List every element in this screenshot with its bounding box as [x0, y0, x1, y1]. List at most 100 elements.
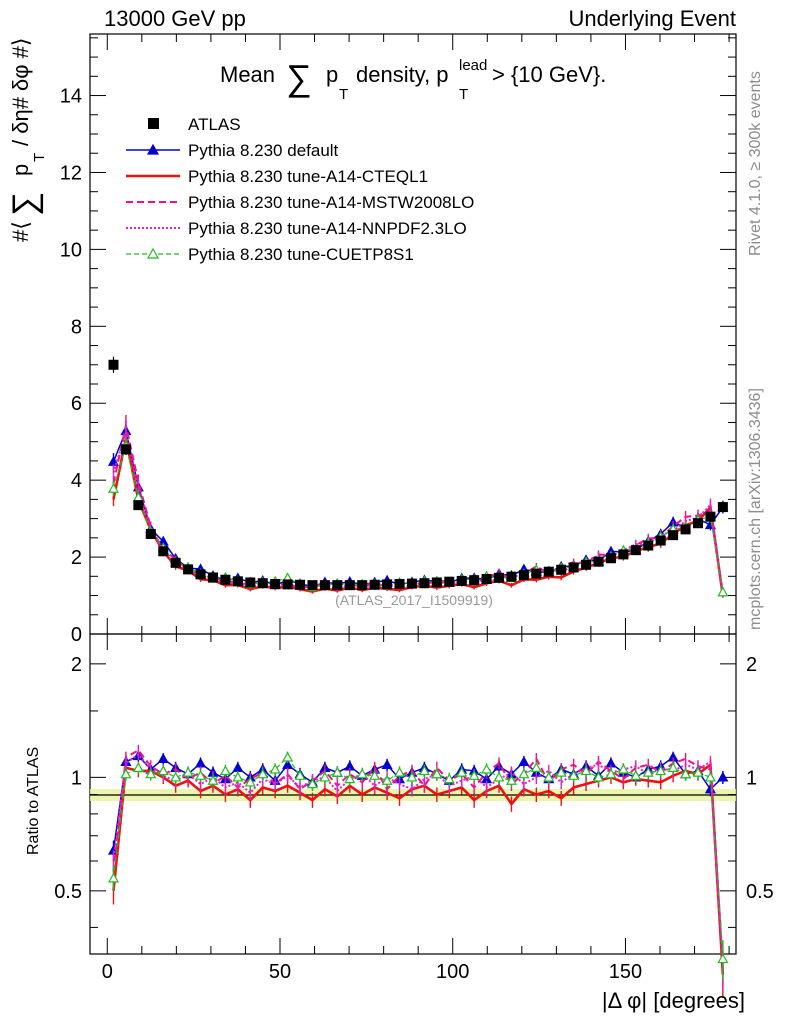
atlas-data-point	[494, 572, 505, 583]
ratio-data-point	[344, 773, 356, 784]
ratio-y-tick-label-right: 2	[746, 654, 757, 676]
atlas-data-point	[506, 571, 517, 582]
atlas-data-point	[630, 545, 641, 556]
title-sub-t: T	[339, 86, 348, 103]
ratio-data-point	[145, 768, 157, 779]
atlas-data-point	[406, 578, 417, 589]
ratio-data-point	[319, 771, 331, 782]
y-tick-label: 0	[71, 624, 82, 646]
ratio-data-point	[431, 768, 443, 779]
atlas-data-point	[207, 572, 218, 583]
legend-label: Pythia 8.230 tune-A14-CTEQL1	[188, 167, 428, 186]
ratio-data-point	[518, 768, 530, 779]
atlas-data-point	[108, 359, 119, 370]
legend-item: ATLAS	[148, 115, 241, 134]
atlas-data-point	[357, 580, 368, 591]
atlas-data-point	[469, 575, 480, 586]
ylabel-sub-t: T	[31, 153, 48, 162]
ratio-data-point	[543, 771, 555, 782]
atlas-data-point	[145, 529, 156, 539]
ratio-data-point	[680, 768, 692, 779]
ratio-y-tick-label-right: 1	[746, 767, 757, 789]
ratio-y-tick-label-left: 0.5	[54, 881, 82, 903]
ratio-data-point	[219, 765, 231, 776]
atlas-data-point	[693, 518, 703, 529]
ratio-data-point	[630, 769, 642, 780]
x-axis-label: |Δ φ| [degrees]	[602, 988, 745, 1013]
series-3	[112, 414, 724, 986]
atlas-data-point	[183, 564, 194, 575]
legend-item: Pythia 8.230 default	[126, 141, 339, 160]
atlas-data-point	[581, 559, 592, 570]
ylabel-rest: / δη# δφ #⟩	[8, 38, 33, 147]
title-p: p	[326, 62, 338, 87]
legend-label: Pythia 8.230 default	[188, 141, 339, 160]
title-sum-symbol: ∑	[286, 57, 312, 98]
atlas-data-point	[717, 502, 728, 513]
ratio-data-point	[232, 771, 244, 782]
atlas-data-point	[245, 577, 256, 588]
analysis-watermark: (ATLAS_2017_I1509919)	[335, 592, 493, 608]
ratio-data-point	[132, 762, 144, 773]
atlas-data-point	[481, 574, 492, 584]
ratio-data-point	[555, 766, 567, 777]
ylabel-p: p	[8, 164, 33, 176]
ratio-data-point	[269, 763, 281, 774]
legend-atlas-marker	[148, 118, 159, 129]
ratio-series-line	[112, 754, 724, 851]
ratio-data-point	[120, 768, 132, 779]
ratio-data-point	[580, 765, 592, 776]
x-tick-label: 50	[269, 961, 291, 983]
ratio-data-point	[232, 762, 244, 773]
ratio-data-point	[107, 872, 120, 883]
ratio-y-axis-label: Ratio to ATLAS	[25, 747, 42, 855]
ratio-data-point	[667, 762, 679, 773]
ratio-data-point	[282, 751, 294, 762]
ratio-data-point	[468, 769, 480, 780]
ratio-data-point	[568, 769, 580, 780]
atlas-data-point	[705, 511, 716, 522]
ratio-series-line	[112, 762, 725, 975]
ratio-data-point	[717, 953, 729, 964]
ratio-data-point	[356, 768, 368, 779]
ratio-data-point	[642, 766, 654, 777]
ratio-data-point	[369, 769, 381, 780]
series-2	[112, 428, 725, 998]
atlas-data-point	[593, 556, 604, 567]
atlas-data-point	[643, 540, 654, 551]
atlas-data-point	[158, 546, 169, 557]
legend-label: Pythia 8.230 tune-A14-NNPDF2.3LO	[188, 219, 467, 238]
atlas-data-point	[369, 579, 380, 590]
ratio-data-point	[381, 774, 393, 785]
ratio-data-point	[481, 763, 493, 774]
ratio-data-point	[617, 763, 629, 774]
atlas-data-point	[456, 575, 467, 586]
atlas-data-point	[444, 576, 455, 587]
series-4	[112, 422, 724, 992]
ratio-data-point	[692, 766, 704, 777]
atlas-data-point	[282, 579, 293, 590]
y-tick-label: 8	[71, 316, 82, 338]
atlas-data-point	[307, 580, 318, 591]
atlas-data-point	[605, 553, 616, 564]
ylabel-open: #⟨	[8, 221, 33, 242]
y-tick-label: 2	[71, 547, 82, 569]
ratio-data-point	[443, 773, 455, 784]
atlas-data-point	[220, 574, 231, 585]
atlas-data-point	[257, 578, 268, 589]
ratio-series-line	[112, 748, 724, 964]
y-tick-label: 12	[60, 162, 82, 184]
y-axis-label: #⟨ ∑ p T / δη# δφ #⟩	[6, 38, 48, 243]
ratio-y-tick-label-left: 1	[71, 767, 82, 789]
atlas-data-point	[431, 577, 442, 588]
atlas-data-point	[232, 576, 243, 587]
atlas-data-point	[531, 568, 542, 579]
atlas-data-point	[120, 444, 131, 455]
ratio-data-point	[195, 769, 207, 780]
legend-triangle-marker	[146, 143, 160, 155]
y-tick-label: 10	[60, 239, 82, 261]
atlas-data-point	[655, 535, 666, 546]
atlas-data-point	[382, 579, 393, 590]
